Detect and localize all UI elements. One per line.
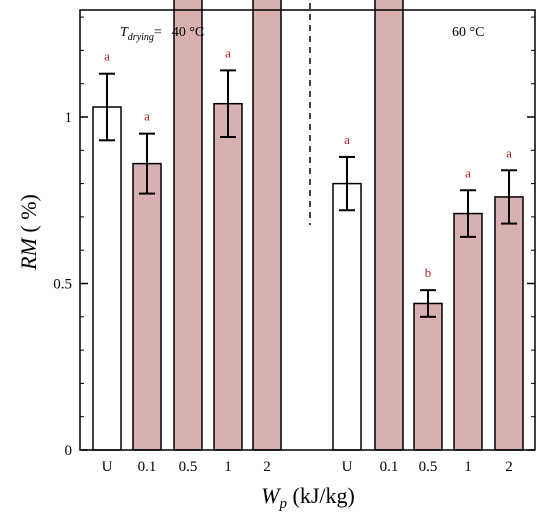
y-tick-label: 0 xyxy=(65,443,73,459)
annotation-drying-60: 60 °C xyxy=(452,25,484,40)
bar xyxy=(494,196,524,451)
label-layer: 00.511.522.5aUa0.1c0.5a1c2aUc0.1b0.5a1a2… xyxy=(16,25,513,512)
bar xyxy=(92,106,122,451)
plot-frame xyxy=(79,9,536,451)
significance-letter: a xyxy=(506,145,512,160)
significance-letter: a xyxy=(144,109,150,124)
x-tick-label: 1 xyxy=(224,459,232,475)
bar xyxy=(252,0,282,451)
significance-letter: a xyxy=(344,132,350,147)
bar xyxy=(453,212,483,451)
x-tick-label: 1 xyxy=(464,459,472,475)
x-tick-label: 0.5 xyxy=(419,459,438,475)
x-tick-label: 0.5 xyxy=(179,459,198,475)
axis-layer xyxy=(79,3,536,451)
y-axis-title: RM ( %) xyxy=(16,194,41,271)
bar xyxy=(132,162,162,451)
bar xyxy=(374,0,404,451)
x-tick-label: U xyxy=(102,459,113,475)
x-tick-label: 0.1 xyxy=(380,459,399,475)
bar xyxy=(413,302,443,451)
bar xyxy=(213,102,243,451)
bar xyxy=(173,0,203,451)
x-tick-label: 0.1 xyxy=(138,459,157,475)
x-tick-label: U xyxy=(342,459,353,475)
significance-letter: a xyxy=(104,49,110,64)
significance-letter: a xyxy=(465,165,471,180)
y-tick-label: 1 xyxy=(65,110,73,126)
significance-letter: b xyxy=(425,265,432,280)
annotation-drying-40: Tdrying= 40 °C xyxy=(120,25,204,43)
significance-letter: a xyxy=(225,45,231,60)
bar xyxy=(332,182,362,451)
x-tick-label: 2 xyxy=(505,459,513,475)
bars-layer xyxy=(92,0,524,451)
x-tick-label: 2 xyxy=(263,459,271,475)
x-axis-title: Wp (kJ/kg) xyxy=(261,483,355,512)
y-tick-label: 0.5 xyxy=(53,277,72,293)
